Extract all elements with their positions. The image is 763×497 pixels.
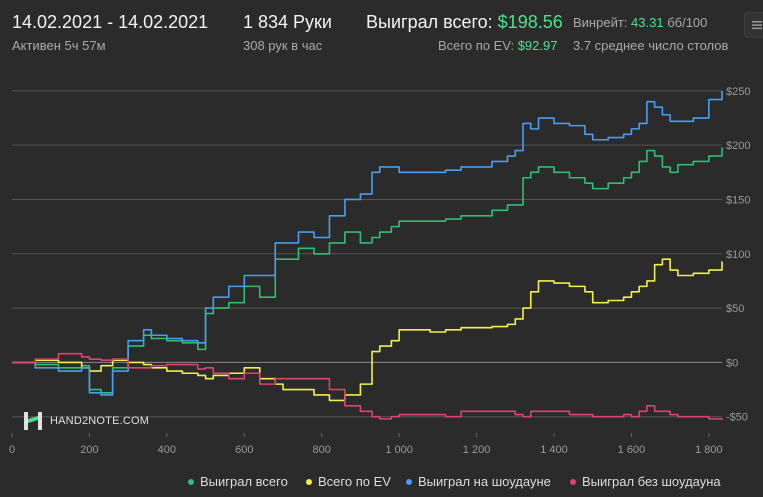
settings-menu-button[interactable] <box>744 12 763 38</box>
y-tick-label: $100 <box>726 249 750 261</box>
ev-total: Всего по EV: $92.97 <box>438 38 557 53</box>
x-tick-label: 0 <box>9 444 15 456</box>
winrate: Винрейт: 43.31 бб/100 <box>573 15 733 30</box>
x-tick-label: 1 200 <box>463 444 491 456</box>
winrate-value: 43.31 <box>631 15 664 30</box>
ev-total-value: $92.97 <box>517 38 558 53</box>
series-line-3 <box>12 352 723 420</box>
settings-menu-icon <box>752 21 762 30</box>
hand2note-logo-text: HAND2NOTE.COM <box>50 415 150 427</box>
x-tick-label: 1 400 <box>540 444 568 456</box>
x-tick-label: 200 <box>80 444 98 456</box>
hand2note-logo: HAND2NOTE.COM <box>22 410 149 432</box>
legend-item-showdown[interactable]: Выиграл на шоудауне <box>406 474 551 489</box>
y-tick-label: $0 <box>726 357 738 369</box>
profit-graph: $250 $200 $150 $100 $50 $0 -$50 0 200 400 600 800 1… <box>9 86 751 456</box>
legend-label-won-total: Выиграл всего <box>200 474 288 489</box>
chart-legend: Выиграл всего Всего по EV Выиграл на шоу… <box>0 474 763 494</box>
x-tick-label: 800 <box>313 444 331 456</box>
won-total-label: Выиграл всего: <box>366 12 493 32</box>
ev-total-label: Всего по EV: <box>438 38 515 53</box>
x-tick-label: 1 000 <box>385 444 413 456</box>
x-tick-label: 1 600 <box>618 444 646 456</box>
hands-per-hour: 308 рук в час <box>243 38 323 53</box>
series-line-1 <box>12 258 723 402</box>
series-line-2 <box>12 90 723 396</box>
legend-item-ev-total[interactable]: Всего по EV <box>306 474 391 489</box>
hand2note-logo-icon <box>24 412 42 430</box>
y-tick-label: $250 <box>726 86 750 98</box>
won-total: Выиграл всего: $198.56 <box>366 12 563 33</box>
avg-tables: 3.7 среднее число столов <box>573 38 729 53</box>
legend-dot-showdown <box>406 478 412 485</box>
y-tick-label: $200 <box>726 140 750 152</box>
legend-label-showdown: Выиграл на шоудауне <box>418 474 551 489</box>
x-tick-label: 400 <box>158 444 176 456</box>
x-tick-label: 600 <box>235 444 253 456</box>
date-range: 14.02.2021 - 14.02.2021 <box>12 12 209 32</box>
winrate-unit: бб/100 <box>667 15 708 30</box>
y-tick-label: $50 <box>726 303 744 315</box>
stats-header: 14.02.2021 - 14.02.2021 Активен 5ч 57м 1… <box>0 0 763 60</box>
winrate-label: Винрейт: <box>573 15 628 30</box>
hands-count: 1 834 Руки <box>243 12 332 32</box>
y-tick-label: -$50 <box>726 412 748 424</box>
legend-label-ev-total: Всего по EV <box>318 474 391 489</box>
won-total-value: $198.56 <box>497 12 563 32</box>
legend-label-non-showdown: Выиграл без шоудауна <box>582 474 721 489</box>
legend-item-won-total[interactable]: Выиграл всего <box>188 474 288 489</box>
y-tick-label: $150 <box>726 194 750 206</box>
legend-dot-won-total <box>188 478 194 485</box>
series-line-0 <box>12 147 723 394</box>
x-tick-label: 1 800 <box>695 444 723 456</box>
active-time: Активен 5ч 57м <box>12 38 106 53</box>
legend-dot-ev-total <box>306 478 312 485</box>
legend-item-non-showdown[interactable]: Выиграл без шоудауна <box>570 474 721 489</box>
legend-dot-non-showdown <box>570 478 576 485</box>
